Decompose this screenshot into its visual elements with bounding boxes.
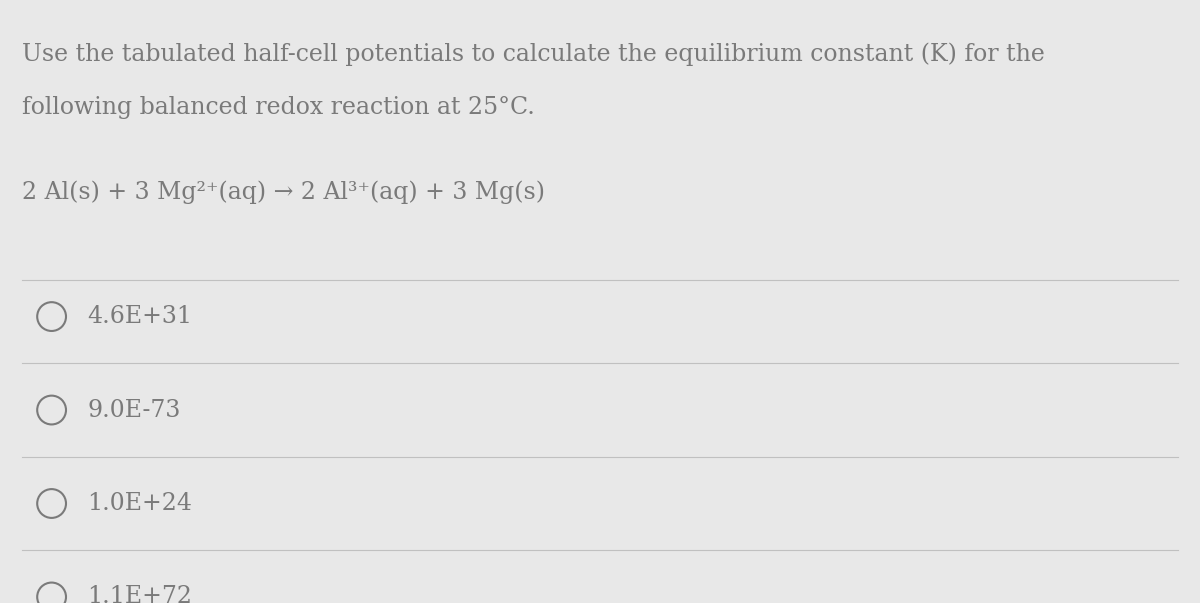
Text: 1.1E+72: 1.1E+72 [88,586,192,603]
Text: Use the tabulated half-cell potentials to calculate the equilibrium constant (K): Use the tabulated half-cell potentials t… [22,42,1044,66]
Text: following balanced redox reaction at 25°C.: following balanced redox reaction at 25°… [22,96,534,119]
Text: 4.6E+31: 4.6E+31 [88,305,192,328]
Text: 2 Al(s) + 3 Mg²⁺(aq) → 2 Al³⁺(aq) + 3 Mg(s): 2 Al(s) + 3 Mg²⁺(aq) → 2 Al³⁺(aq) + 3 Mg… [22,181,545,204]
Text: 9.0E-73: 9.0E-73 [88,399,181,421]
Text: 1.0E+24: 1.0E+24 [88,492,192,515]
